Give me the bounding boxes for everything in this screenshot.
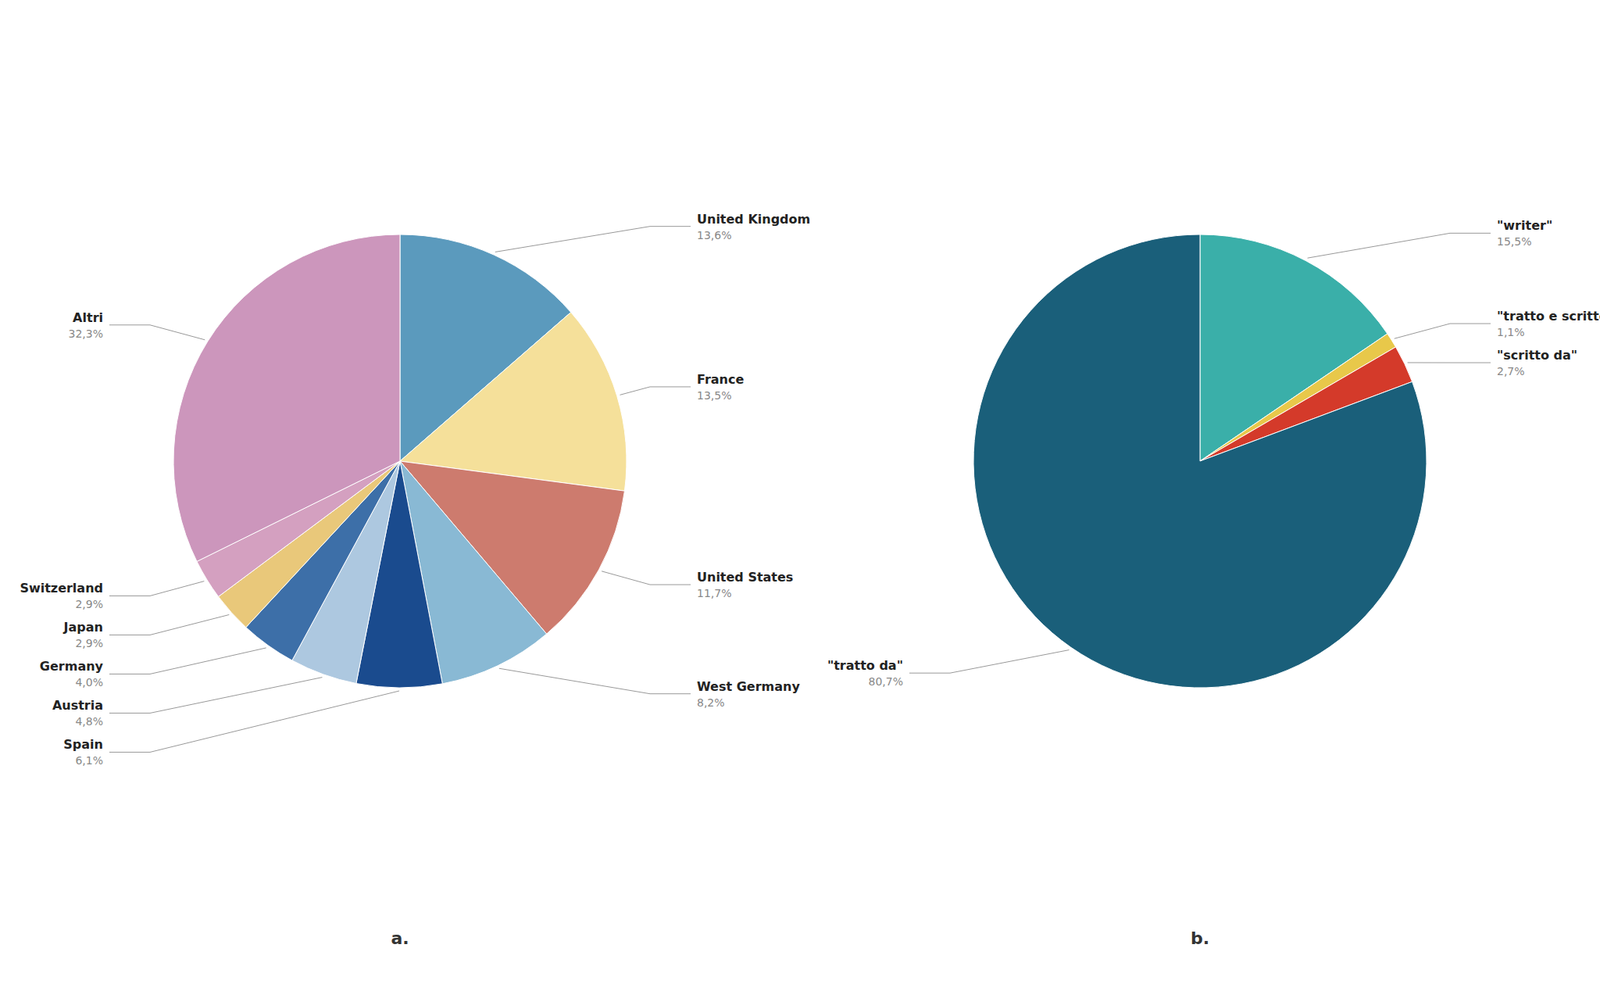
slice-label: Switzerland xyxy=(19,580,104,596)
slice-label: Japan xyxy=(63,619,104,635)
slice-label: "tratto da" xyxy=(827,657,904,673)
pie-slice xyxy=(973,234,1427,688)
chart-title: a. xyxy=(390,928,409,948)
slice-label: "writer" xyxy=(1496,217,1553,233)
data-label: 2,7% xyxy=(1496,364,1525,378)
data-label: 8,2% xyxy=(696,696,725,709)
chart-title: b. xyxy=(1190,928,1210,948)
slice-label: Altri xyxy=(72,310,104,325)
page: {"chart_data": [ {"type": "pie", "title"… xyxy=(0,0,1600,991)
slice-label: France xyxy=(696,371,744,387)
leader-line xyxy=(109,677,322,714)
slice-label: West Germany xyxy=(696,678,800,694)
slice-label: "tratto e scritto" xyxy=(1496,308,1600,324)
leader-line xyxy=(620,386,691,395)
data-label: 6,1% xyxy=(75,753,104,767)
data-label: 32,3% xyxy=(68,327,104,340)
data-label: 11,7% xyxy=(696,586,732,600)
data-label: 4,0% xyxy=(75,675,104,689)
leader-line xyxy=(109,325,205,340)
data-label: 80,7% xyxy=(868,675,904,688)
leader-line xyxy=(601,571,691,585)
slice-labels: United Kingdom13,6% France 13,5% United Sta… xyxy=(19,211,811,768)
data-label: 1,1% xyxy=(1496,325,1525,339)
slice-label: Germany xyxy=(39,658,104,674)
leader-line xyxy=(1307,232,1491,258)
pie-slice xyxy=(400,312,627,492)
chart-root: United Kingdom13,6% France 13,5% United Sta… xyxy=(0,0,1600,991)
pie-chart xyxy=(973,234,1427,688)
leader-line xyxy=(1407,361,1491,363)
leader-line xyxy=(109,647,267,674)
data-label: 2,9% xyxy=(75,597,104,611)
pie-chart xyxy=(173,234,627,688)
slice-label: Austria xyxy=(52,697,104,713)
slice-label: United Kingdom xyxy=(696,211,811,227)
data-label: 2,9% xyxy=(75,636,104,650)
slice-label: "scritto da" xyxy=(1496,347,1578,363)
slice-label: United States xyxy=(696,569,793,585)
data-label: 13,6% xyxy=(696,228,732,242)
leader-line xyxy=(495,226,691,253)
data-label: 13,5% xyxy=(696,389,732,402)
slice-labels: "writer" 15,5% "tratto e scritto"1,1% "scri… xyxy=(827,217,1600,688)
data-label: 4,8% xyxy=(75,714,104,728)
pie-slice xyxy=(173,234,400,561)
leader-line xyxy=(499,667,691,693)
slice-label: Spain xyxy=(63,736,104,752)
data-label: 15,5% xyxy=(1496,235,1532,248)
leader-line xyxy=(909,650,1069,674)
leader-line xyxy=(109,690,400,752)
leader-line xyxy=(109,614,229,635)
leader-line xyxy=(1394,323,1491,339)
leader-line xyxy=(109,581,204,597)
